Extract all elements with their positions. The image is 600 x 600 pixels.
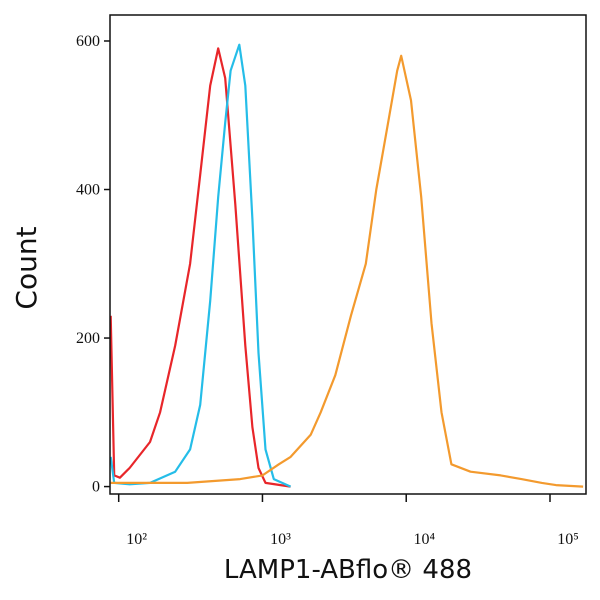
y-tick-label: 400 (76, 182, 100, 199)
y-tick-label: 0 (92, 479, 100, 496)
x-axis-title: LAMP1-ABflo® 488 (224, 555, 472, 585)
x-tick-label: 10⁴ (413, 531, 435, 548)
x-tick-label: 10² (126, 531, 147, 548)
histogram-line (110, 54, 584, 488)
histogram-line (109, 47, 291, 488)
x-tick-label: 10³ (270, 531, 291, 548)
y-tick-label: 600 (76, 33, 100, 50)
y-axis-title: Count (10, 226, 43, 309)
plot-frame (109, 14, 587, 495)
y-tick-label: 200 (76, 330, 100, 347)
histogram-line (109, 43, 292, 488)
x-tick-label: 10⁵ (557, 531, 579, 548)
